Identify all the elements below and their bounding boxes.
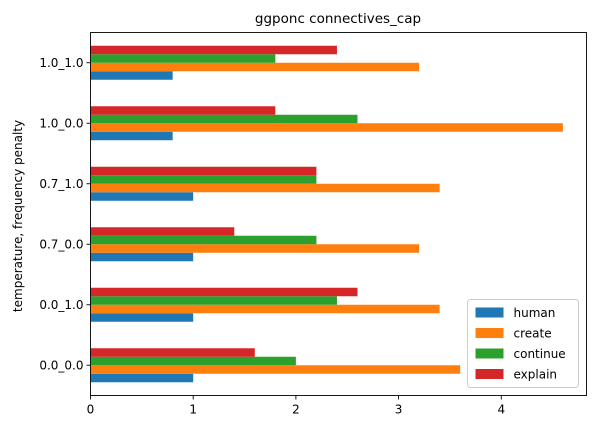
bar-create-0.0_0.0 <box>90 365 461 374</box>
legend-box <box>467 299 579 388</box>
x-ticks-group: 0 1 2 3 4 <box>87 395 505 417</box>
y-tick-label: 0.0_1.0 <box>39 298 83 312</box>
bar-human-0.7_0.0 <box>90 252 194 262</box>
x-tick-label: 3 <box>395 403 403 417</box>
bar-human-0.0_1.0 <box>90 313 194 322</box>
legend-label-create: create <box>514 327 552 341</box>
bar-explain-1.0_0.0 <box>90 106 276 115</box>
bar-human-1.0_0.0 <box>90 131 173 141</box>
y-ticks-group: 0.0_0.0 0.0_1.0 0.7_0.0 0.7_1.0 1.0_0.0 1.0_1… <box>39 56 91 372</box>
y-tick-label: 0.7_0.0 <box>39 237 83 251</box>
y-axis-label: temperature, frequency penalty <box>11 120 25 312</box>
legend-label-human: human <box>514 306 556 320</box>
x-tick-label: 1 <box>189 403 197 417</box>
x-tick-label: 2 <box>292 403 300 417</box>
y-tick-label: 0.0_0.0 <box>39 358 83 372</box>
bar-human-0.0_0.0 <box>90 373 194 383</box>
bar-create-0.7_0.0 <box>90 244 420 253</box>
y-tick-label: 1.0_1.0 <box>39 56 83 70</box>
bar-continue-1.0_1.0 <box>90 54 276 63</box>
bar-human-1.0_1.0 <box>90 71 173 80</box>
bar-explain-0.7_0.0 <box>90 227 235 236</box>
bar-continue-1.0_0.0 <box>90 114 358 124</box>
bar-continue-0.7_1.0 <box>90 175 317 184</box>
bar-create-1.0_1.0 <box>90 62 420 72</box>
bar-continue-0.0_1.0 <box>90 296 337 305</box>
bar-explain-0.0_0.0 <box>90 348 255 357</box>
bar-create-0.7_1.0 <box>90 183 440 193</box>
bar-create-0.0_1.0 <box>90 304 440 314</box>
bar-explain-0.0_1.0 <box>90 287 358 297</box>
legend-label-continue: continue <box>514 347 566 361</box>
bar-explain-1.0_1.0 <box>90 45 337 55</box>
bar-continue-0.7_0.0 <box>90 235 317 245</box>
bars-group <box>90 45 563 383</box>
legend: human create continue explain <box>467 299 579 388</box>
legend-swatch-explain <box>475 369 504 379</box>
y-tick-label: 1.0_0.0 <box>39 116 83 130</box>
y-tick-label: 0.7_1.0 <box>39 177 83 191</box>
bar-create-1.0_0.0 <box>90 123 563 132</box>
bar-explain-0.7_1.0 <box>90 166 317 176</box>
x-tick-label: 0 <box>87 403 95 417</box>
chart-title: ggponc connectives_cap <box>255 11 421 27</box>
bar-continue-0.0_0.0 <box>90 356 296 366</box>
legend-swatch-human <box>475 307 504 318</box>
plot-frame <box>90 32 587 396</box>
legend-label-explain: explain <box>514 368 558 382</box>
bar-human-0.7_1.0 <box>90 192 194 201</box>
legend-swatch-continue <box>475 348 504 359</box>
x-tick-label: 4 <box>497 403 505 417</box>
legend-swatch-create <box>475 328 504 338</box>
